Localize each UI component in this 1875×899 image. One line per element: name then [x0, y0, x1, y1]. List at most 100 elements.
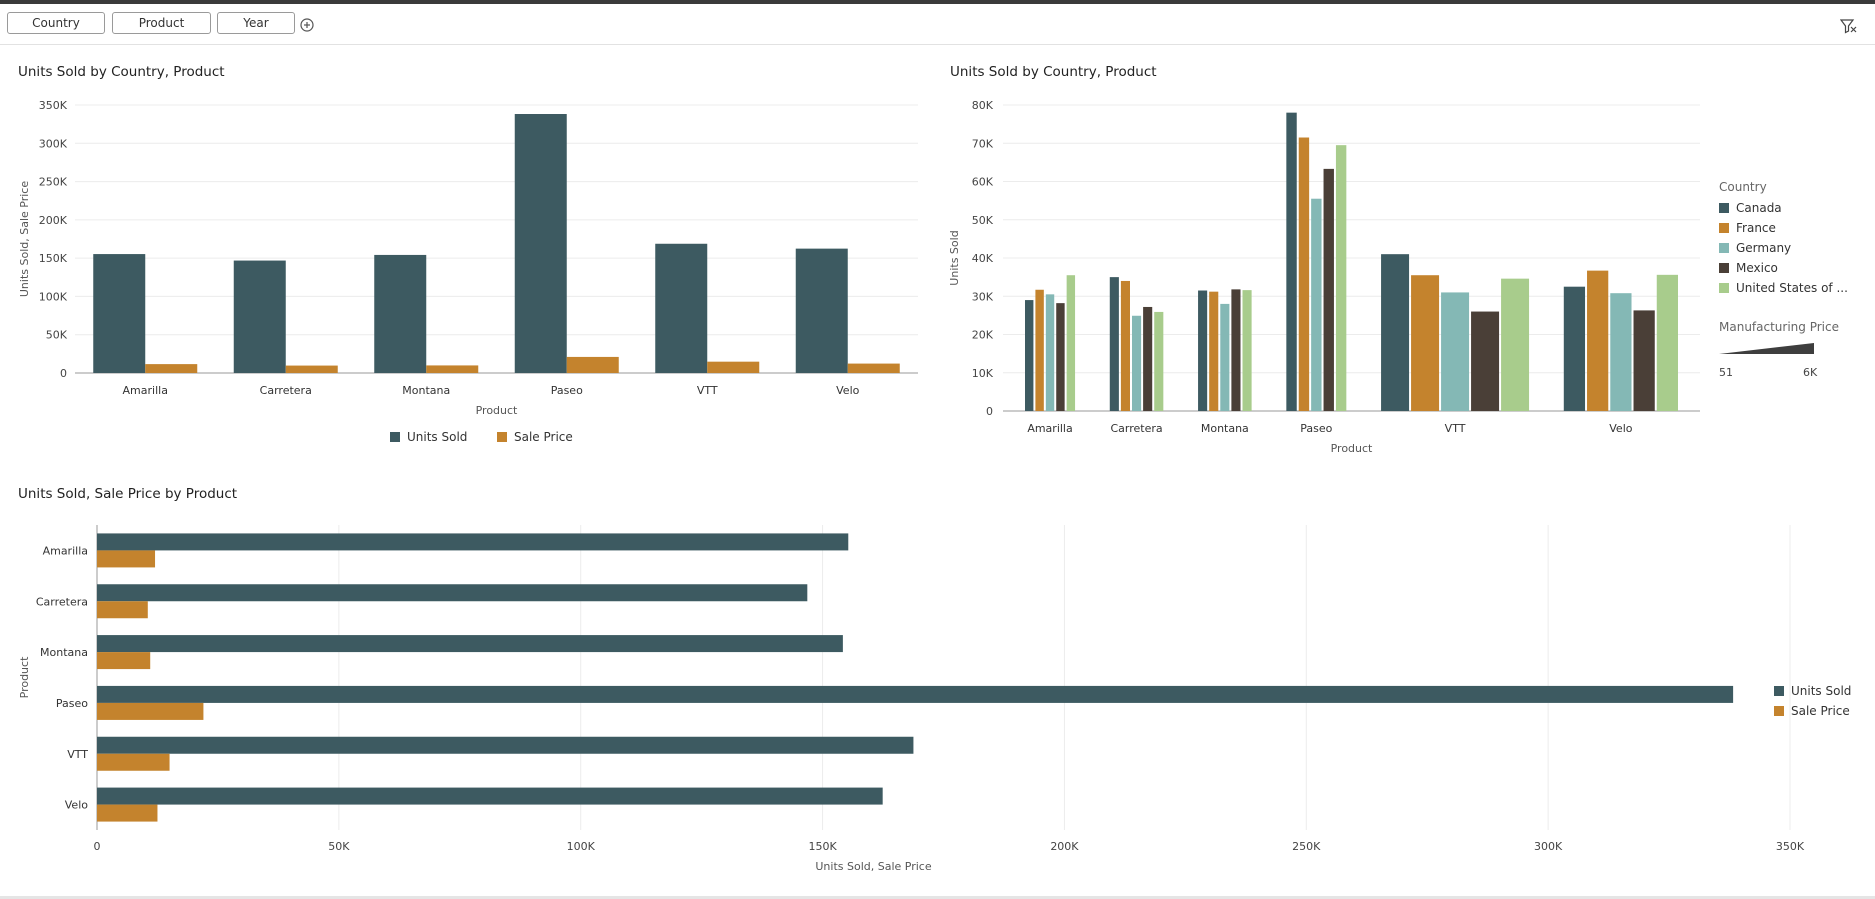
- chart3-legend-swatch: [1774, 686, 1784, 696]
- chart2-legend-label: France: [1736, 221, 1776, 235]
- chart2-xtick-label: Montana: [1201, 422, 1249, 435]
- chart2-bar-germany: [1045, 294, 1055, 411]
- chart2-units-sold-by-country: 0 10K 20K 30K 40K 50K 60K 70K 80K Amarilla Carrete…: [948, 99, 1848, 455]
- chart2-xtick-label: Velo: [1609, 422, 1632, 435]
- chart3-xtick-label: 0: [94, 840, 101, 853]
- chart1-legend-swatch: [390, 432, 400, 442]
- chart2-bar-canada: [1198, 290, 1208, 411]
- chart3-bar-sale-price: [97, 601, 148, 619]
- chart3-ytick-label: Carretera: [36, 595, 88, 608]
- chart2-ytick-label: 60K: [972, 176, 994, 189]
- chart1-ytick-label: 200K: [39, 214, 68, 227]
- funnel-clear-icon[interactable]: [1840, 18, 1858, 34]
- chart3-legend-label: Units Sold: [1791, 684, 1851, 698]
- chart3-ytick-label: VTT: [67, 748, 88, 761]
- chart2-ytick-label: 50K: [972, 214, 994, 227]
- chart2-bar-united-states-of-america: [1501, 278, 1530, 411]
- chart2-bar-canada: [1025, 300, 1034, 411]
- chart2-legend-label: Canada: [1736, 201, 1782, 215]
- chart1-bar-units-sold: [514, 114, 567, 374]
- chart2-size-legend-wedge: [1719, 343, 1814, 354]
- chart2-ytick-label: 30K: [972, 290, 994, 303]
- chart2-bar-france: [1298, 137, 1310, 411]
- chart3-ytick-label: Montana: [40, 646, 88, 659]
- chart1-title: Units Sold by Country, Product: [18, 64, 225, 80]
- chart3-bar-units-sold: [97, 685, 1734, 703]
- chart1-ytick-label: 250K: [39, 176, 68, 189]
- chart2-ytick-label: 80K: [972, 99, 994, 112]
- chart2-legend-swatch: [1719, 203, 1729, 213]
- chart1-bar-units-sold: [655, 243, 708, 373]
- chart2-bar-france: [1587, 270, 1609, 411]
- chart3-horizontal-bars: 0 50K 100K 150K 200K 250K 300K 350K Amarilla Carr…: [18, 525, 1851, 873]
- chart2-bar-canada: [1286, 112, 1297, 412]
- filter-pill-country[interactable]: Country: [7, 12, 105, 34]
- chart2-bar-mexico: [1143, 306, 1153, 411]
- filter-pill-product[interactable]: Product: [112, 12, 211, 34]
- chart2-bar-germany: [1131, 315, 1142, 411]
- plus-circle-icon[interactable]: [300, 18, 314, 32]
- chart2-xtick-label: Carretera: [1110, 422, 1162, 435]
- chart2-xtick-label: Paseo: [1300, 422, 1332, 435]
- chart2-size-legend-min: 51: [1719, 366, 1733, 379]
- chart1-bar-sale-price: [707, 361, 760, 373]
- chart1-legend-label: Sale Price: [514, 430, 573, 444]
- chart2-ytick-label: 10K: [972, 367, 994, 380]
- chart2-bar-germany: [1311, 198, 1322, 411]
- chart1-legend-swatch: [497, 432, 507, 442]
- bottom-divider: [0, 896, 1875, 899]
- chart2-legend-label: Germany: [1736, 241, 1791, 255]
- chart2-ytick-label: 40K: [972, 252, 994, 265]
- chart3-xtick-label: 250K: [1292, 840, 1321, 853]
- chart1-bar-units-sold: [233, 260, 286, 373]
- chart1-xtick-label: Amarilla: [123, 384, 168, 397]
- chart2-xaxis-title: Product: [1331, 442, 1373, 455]
- chart3-xtick-label: 200K: [1050, 840, 1079, 853]
- chart1-ytick-label: 300K: [39, 137, 68, 150]
- chart3-xtick-label: 100K: [567, 840, 596, 853]
- chart1-ytick-label: 350K: [39, 99, 68, 112]
- chart2-bar-mexico: [1471, 311, 1500, 411]
- filter-pill-year[interactable]: Year: [217, 12, 295, 34]
- chart3-bar-units-sold: [97, 635, 843, 653]
- chart3-legend-label: Sale Price: [1791, 704, 1850, 718]
- chart3-xtick-label: 300K: [1534, 840, 1563, 853]
- chart1-xaxis-title: Product: [476, 404, 518, 417]
- chart3-xtick-label: 350K: [1776, 840, 1805, 853]
- chart2-legend-swatch: [1719, 263, 1729, 273]
- chart2-bar-germany: [1610, 293, 1632, 411]
- chart2-ytick-label: 70K: [972, 137, 994, 150]
- chart1-ytick-label: 150K: [39, 252, 68, 265]
- chart2-ytick-label: 20K: [972, 329, 994, 342]
- chart1-xtick-label: Carretera: [260, 384, 312, 397]
- chart3-bar-units-sold: [97, 584, 808, 602]
- chart2-bar-france: [1120, 280, 1130, 411]
- chart2-yaxis-title: Units Sold: [948, 230, 961, 285]
- chart2-legend-title: Country: [1719, 180, 1767, 194]
- chart1-bar-sale-price: [847, 363, 900, 373]
- chart1-bar-units-sold: [93, 254, 146, 373]
- chart2-bar-united-states-of-america: [1154, 311, 1164, 411]
- chart2-size-legend-max: 6K: [1803, 366, 1818, 379]
- chart2-bar-france: [1035, 289, 1044, 411]
- chart2-bar-germany: [1441, 292, 1470, 411]
- chart2-bar-united-states-of-america: [1335, 145, 1347, 411]
- chart3-bar-sale-price: [97, 652, 151, 670]
- chart3-bar-sale-price: [97, 702, 204, 720]
- chart3-ytick-label: Velo: [65, 799, 88, 812]
- chart1-xtick-label: VTT: [697, 384, 718, 397]
- filter-bar: Country Product Year: [0, 4, 1875, 45]
- chart2-bar-united-states-of-america: [1242, 290, 1252, 411]
- chart2-xtick-label: VTT: [1445, 422, 1466, 435]
- chart1-ytick-label: 0: [60, 367, 67, 380]
- chart3-legend-swatch: [1774, 706, 1784, 716]
- chart1-xtick-label: Velo: [836, 384, 859, 397]
- chart3-xtick-label: 150K: [808, 840, 837, 853]
- chart2-size-legend-title: Manufacturing Price: [1719, 320, 1839, 334]
- chart1-bar-sale-price: [285, 365, 338, 373]
- chart2-bar-france: [1209, 291, 1219, 411]
- chart1-bar-sale-price: [426, 365, 479, 373]
- chart2-bar-france: [1411, 275, 1440, 411]
- chart2-xtick-label: Amarilla: [1027, 422, 1072, 435]
- chart2-legend-label: Mexico: [1736, 261, 1778, 275]
